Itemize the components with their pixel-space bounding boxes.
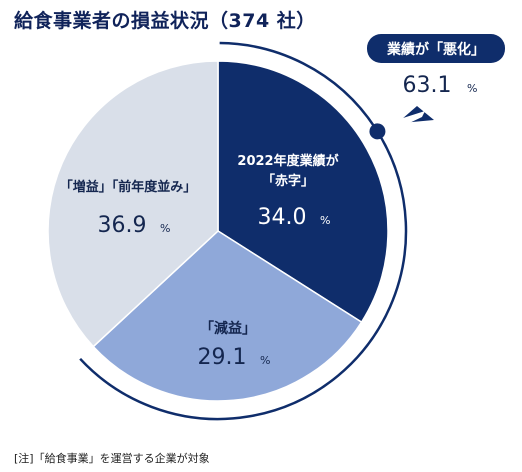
- slice-label-1: 「赤字」: [262, 173, 314, 189]
- chart-title: 給食事業者の損益状況（374 社）: [14, 10, 316, 32]
- footnote: [注]「給食事業」を運営する企業が対象: [14, 452, 210, 465]
- callout-box: [367, 34, 505, 63]
- slice-label-3: 「増益」「前年度並み」: [60, 179, 197, 195]
- slice-unit-3: %: [160, 222, 170, 235]
- slice-unit-2: %: [260, 354, 270, 367]
- callout-label: 業績が「悪化」: [386, 41, 485, 58]
- pie-slice-3: [47, 60, 219, 348]
- slice-value-3: 36.9: [98, 213, 147, 238]
- slice-label-1: 2022年度業績が: [237, 153, 338, 169]
- bracket-dot: [369, 123, 386, 140]
- pie-slice-2: [92, 230, 363, 402]
- worse-bracket-arc: [79, 41, 408, 421]
- callout-value: 63.1: [403, 73, 452, 98]
- callout-unit: %: [467, 82, 477, 95]
- slice-value-1: 34.0: [258, 205, 307, 230]
- slice-value-2: 29.1: [198, 345, 247, 370]
- pie-slice-1: [217, 60, 389, 324]
- slice-unit-1: %: [320, 214, 330, 227]
- slice-label-2: 「減益」: [200, 320, 256, 337]
- callout-pointer-highlight: [373, 111, 425, 136]
